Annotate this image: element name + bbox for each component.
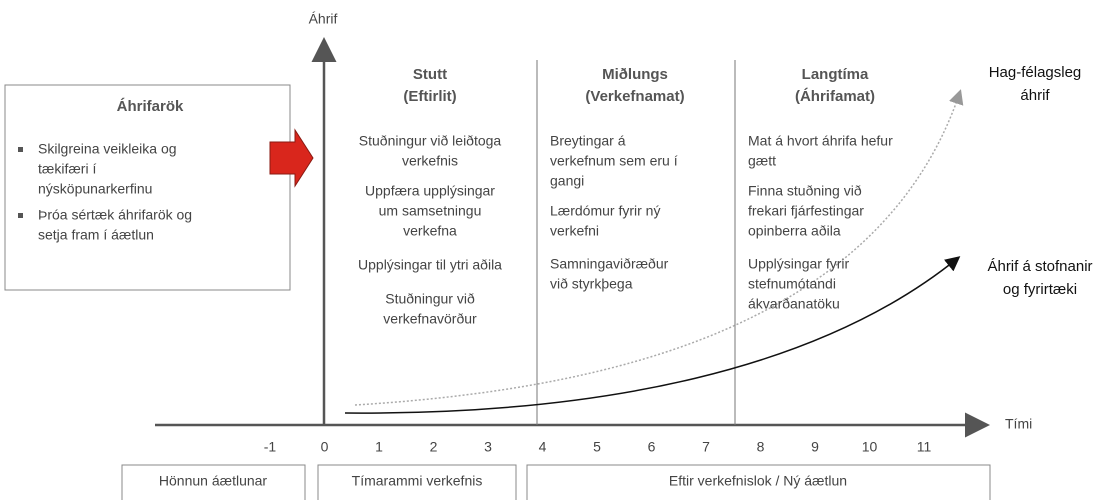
x-axis-label: Tími (1005, 416, 1032, 432)
x-tick-label: 7 (702, 439, 710, 455)
x-tick-label: 5 (593, 439, 601, 455)
column-item: opinberra aðila (748, 223, 841, 239)
phase-label: Tímarammi verkefnis (352, 473, 483, 489)
column-item: ákvarðanatöku (748, 296, 840, 312)
column-item: verkefnavörður (383, 311, 477, 327)
x-tick-label: 10 (862, 439, 878, 455)
x-tick-label: 3 (484, 439, 492, 455)
x-tick-label: -1 (264, 439, 277, 455)
column-item: verkefna (403, 223, 457, 239)
bullet-text: tækifæri í (38, 161, 96, 177)
x-tick-label: 11 (917, 439, 932, 455)
outcome-label: og fyrirtæki (1003, 281, 1077, 298)
bullet-text: Skilgreina veikleika og (38, 141, 177, 157)
column-item: Samningaviðræður (550, 256, 669, 272)
column-item: Upplýsingar til ytri aðila (358, 257, 502, 273)
column-item: Lærdómur fyrir ný (550, 203, 660, 219)
outcome-label: Hag-félagsleg (989, 64, 1082, 81)
curve-socioeconomic (354, 89, 964, 406)
x-tick-label: 6 (648, 439, 656, 455)
column-item: verkefni (550, 223, 599, 239)
column-item: við styrkþega (550, 276, 633, 292)
bullet-text: setja fram í áætlun (38, 227, 154, 243)
red-arrow (269, 128, 314, 188)
phase-box (317, 464, 517, 500)
column-header: (Eftirlit) (403, 88, 456, 105)
column-item: frekari fjárfestingar (748, 203, 864, 219)
column-item: Uppfæra upplýsingar (365, 183, 495, 199)
column-header: (Áhrifamat) (795, 88, 875, 105)
x-tick-label: 0 (321, 439, 329, 455)
column-item: um samsetningu (379, 203, 482, 219)
y-axis-label: Áhrif (309, 11, 338, 27)
column-header: Miðlungs (602, 66, 668, 83)
phase-box (526, 464, 991, 500)
column-header: (Verkefnamat) (585, 88, 684, 105)
column-item: gætt (748, 153, 776, 169)
column-item: Breytingar á (550, 133, 626, 149)
column-item: gangi (550, 173, 584, 189)
column-item: Stuðningur við leiðtoga (359, 133, 502, 149)
outcome-label: áhrif (1020, 87, 1050, 104)
column-item: Stuðningur við (385, 291, 475, 307)
curve-institutions (344, 256, 961, 414)
x-tick-label: 2 (430, 439, 438, 455)
x-tick-label: 9 (811, 439, 819, 455)
left-box-title: Áhrifarök (117, 98, 184, 115)
phase-box (121, 464, 306, 500)
column-item: Mat á hvort áhrifa hefur (748, 133, 893, 149)
bullet-text: Þróa sértæk áhrifarök og (38, 207, 192, 223)
phase-label: Eftir verkefnislok / Ný áætlun (669, 473, 847, 489)
x-tick-label: 4 (539, 439, 547, 455)
column-item: verkefnis (402, 153, 458, 169)
column-header: Langtíma (802, 66, 869, 83)
phase-label: Hönnun áætlunar (159, 473, 268, 489)
column-item: Finna stuðning við (748, 183, 862, 199)
column-item: verkefnum sem eru í (550, 153, 678, 169)
bullet-text: nýsköpunarkerfinu (38, 181, 152, 197)
bullet (18, 147, 23, 152)
outcome-label: Áhrif á stofnanir (987, 258, 1092, 275)
column-item: stefnumótandi (748, 276, 836, 292)
left-box (4, 84, 291, 291)
bullet (18, 213, 23, 218)
x-tick-label: 8 (757, 439, 765, 455)
column-item: Upplýsingar fyrir (748, 256, 849, 272)
x-tick-label: 1 (375, 439, 383, 455)
column-header: Stutt (413, 66, 447, 83)
